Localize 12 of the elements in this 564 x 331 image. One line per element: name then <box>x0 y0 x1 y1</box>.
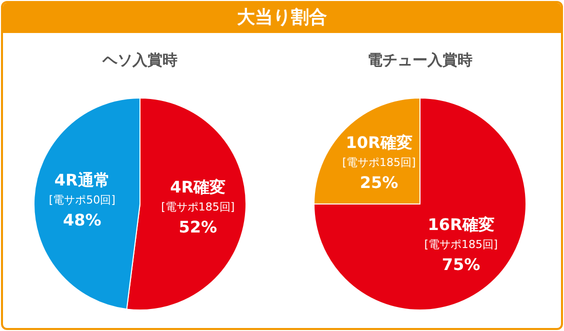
data-label: 75% <box>442 255 480 274</box>
category-label: 4R確変 [電サポ185回] <box>161 178 235 214</box>
category-label: 4R通常 [電サポ50回] <box>48 170 116 206</box>
category-label: 10R確変 [電サポ185回] <box>342 132 416 169</box>
data-label: 25% <box>360 172 398 192</box>
chart-subtitle: 電チュー入賞時 <box>366 51 474 70</box>
pie-slice <box>314 98 526 310</box>
data-label: 48% <box>62 210 102 230</box>
chart-subtitle: ヘソ入賞時 <box>101 51 178 70</box>
text: 大当り割合 <box>3 3 561 33</box>
category-label: 16R確変 [電サポ185回] <box>424 215 498 252</box>
data-label: 52% <box>178 218 218 237</box>
